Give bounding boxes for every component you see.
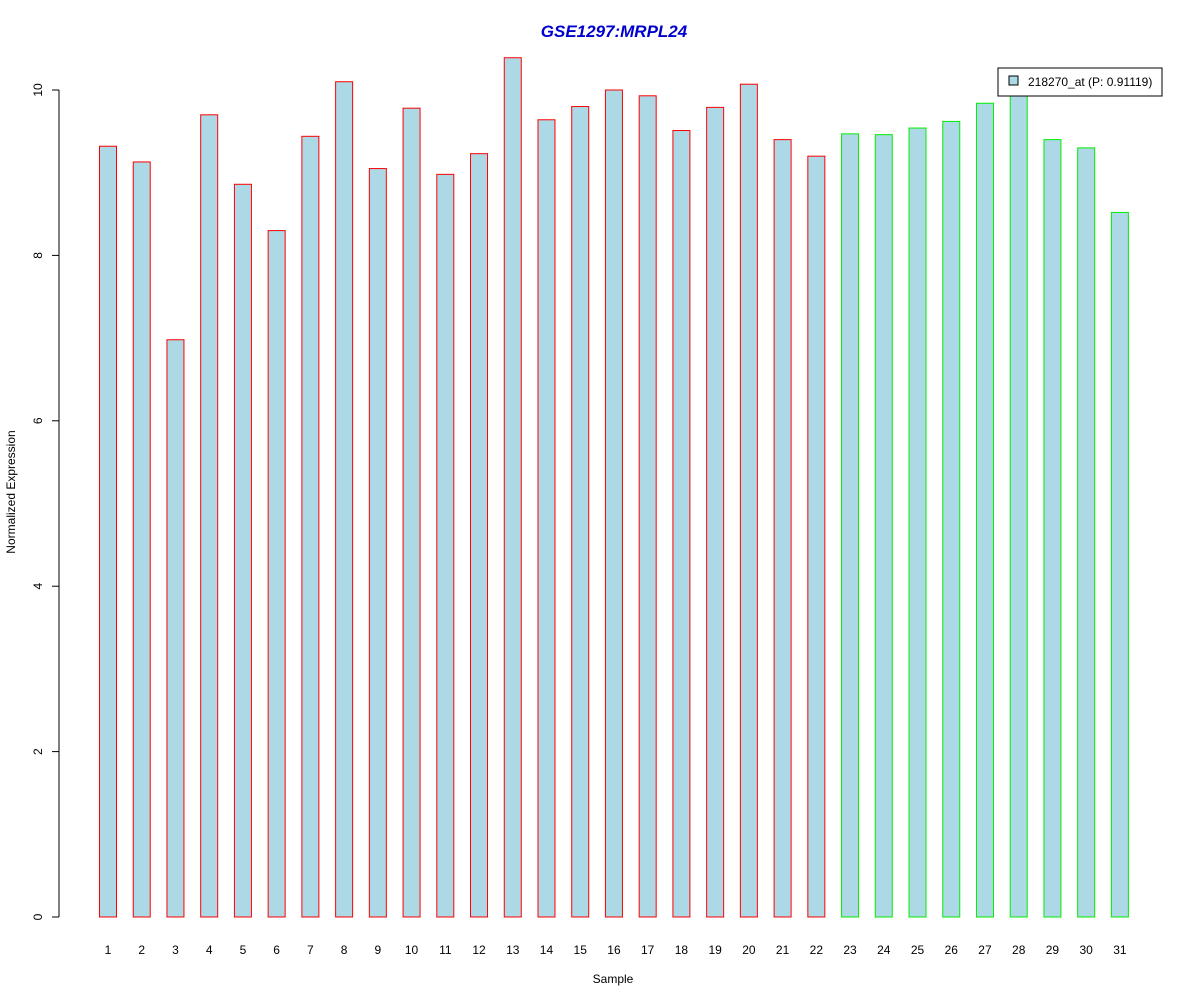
x-tick-label: 28: [1012, 943, 1026, 957]
bar: [571, 106, 590, 918]
x-axis: 1 2 3 4 5 6 7 8 9 10 11 12 13 14 15 16 17 18 19 20 21 22 23 24 2…: [105, 943, 1127, 957]
x-tick-label: 21: [776, 943, 790, 957]
x-tick-label: 6: [273, 943, 280, 957]
y-axis: 0 2 4 6 8 10: [31, 83, 60, 920]
x-tick-label: 20: [742, 943, 756, 957]
legend: 218270_at (P: 0.91119): [997, 67, 1163, 97]
x-tick-label: 24: [877, 943, 891, 957]
x-tick-label: 15: [574, 943, 588, 957]
x-tick-label: 31: [1113, 943, 1127, 957]
chart-title: GSE1297:MRPL24: [541, 22, 688, 41]
x-tick-label: 8: [341, 943, 348, 957]
bar: [874, 134, 893, 918]
bar: [773, 139, 792, 918]
x-tick-label: 29: [1046, 943, 1060, 957]
x-tick-label: 17: [641, 943, 655, 957]
bar: [335, 81, 354, 918]
y-tick-label: 2: [31, 748, 45, 755]
y-axis-label: Normalized Expression: [4, 430, 18, 553]
bar: [99, 145, 117, 918]
legend-box: [997, 67, 1163, 97]
bar: [368, 168, 387, 918]
x-tick-label: 5: [240, 943, 247, 957]
x-tick-label: 19: [708, 943, 722, 957]
bar: [233, 183, 252, 918]
bar: [1077, 147, 1096, 918]
x-tick-label: 23: [843, 943, 857, 957]
y-tick-label: 10: [31, 83, 45, 97]
bar: [908, 127, 927, 918]
bar: [942, 120, 961, 918]
y-tick-label: 0: [31, 913, 45, 920]
x-tick-label: 9: [374, 943, 381, 957]
y-tick-label: 4: [31, 583, 45, 590]
bar: [1110, 211, 1129, 918]
x-tick-label: 1: [105, 943, 112, 957]
bar: [1009, 91, 1028, 918]
bar: [604, 89, 623, 918]
x-tick-label: 13: [506, 943, 520, 957]
bar: [166, 339, 185, 918]
bar: [436, 173, 455, 918]
y-tick-label: 6: [31, 417, 45, 424]
bars-group: [99, 57, 1129, 918]
x-tick-label: 10: [405, 943, 419, 957]
bar: [706, 106, 725, 918]
x-tick-label: 4: [206, 943, 213, 957]
x-tick-label: 14: [540, 943, 554, 957]
bar: [470, 153, 489, 918]
bar: [267, 230, 286, 918]
bar: [132, 161, 151, 918]
x-tick-label: 2: [138, 943, 145, 957]
x-tick-label: 18: [675, 943, 689, 957]
x-tick-label: 3: [172, 943, 179, 957]
bar: [402, 107, 421, 918]
bar: [739, 83, 758, 918]
bar: [841, 133, 860, 918]
x-tick-label: 7: [307, 943, 314, 957]
bar: [638, 95, 657, 918]
x-tick-label: 22: [810, 943, 824, 957]
bar: [975, 102, 994, 918]
x-tick-label: 27: [978, 943, 992, 957]
x-tick-label: 12: [472, 943, 486, 957]
x-tick-label: 30: [1079, 943, 1093, 957]
bar: [301, 135, 320, 918]
bar: [807, 155, 826, 918]
x-axis-label: Sample: [593, 972, 634, 986]
x-tick-label: 25: [911, 943, 925, 957]
x-tick-label: 16: [607, 943, 621, 957]
legend-label: 218270_at (P: 0.91119): [1028, 75, 1152, 89]
bar: [1043, 139, 1062, 918]
bar: [200, 114, 219, 918]
y-tick-label: 8: [31, 252, 45, 259]
legend-swatch: [1008, 75, 1019, 86]
x-tick-label: 26: [945, 943, 959, 957]
bar: [503, 57, 522, 918]
bar: [672, 130, 691, 918]
x-tick-label: 11: [439, 943, 452, 957]
bar: [537, 119, 556, 918]
